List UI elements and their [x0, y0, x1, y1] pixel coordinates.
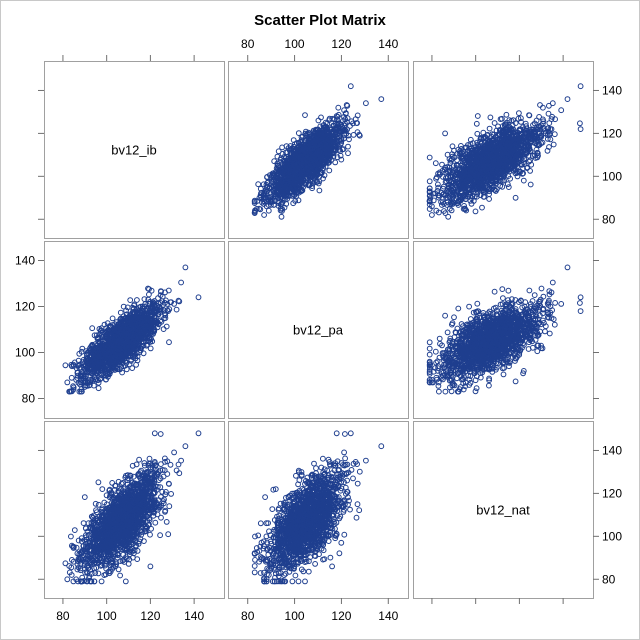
data-point: [89, 325, 96, 332]
panel-frame-bv12_ib-bv12_pa: [228, 61, 409, 239]
data-point: [326, 167, 333, 174]
data-point: [546, 120, 553, 126]
data-point: [265, 207, 272, 214]
data-point: [290, 137, 297, 144]
data-point: [345, 150, 351, 157]
data-point: [62, 362, 69, 369]
data-point: [346, 136, 352, 143]
data-point: [257, 185, 264, 192]
data-point: [486, 125, 493, 132]
data-point: [426, 154, 433, 161]
chart-title: Scatter Plot Matrix: [254, 12, 386, 29]
data-point: [486, 196, 493, 202]
data-point: [479, 204, 485, 211]
data-point: [264, 174, 271, 180]
data-point: [520, 177, 527, 184]
data-point: [546, 102, 552, 109]
data-point: [435, 184, 442, 191]
data-point: [345, 143, 351, 150]
data-point: [335, 104, 342, 111]
data-point: [173, 306, 180, 313]
data-point: [558, 107, 565, 114]
data-point: [255, 181, 262, 188]
data-point: [316, 187, 323, 194]
data-point: [134, 297, 140, 303]
data-point: [302, 112, 308, 118]
data-point: [95, 385, 102, 392]
data-point: [315, 117, 322, 124]
data-point: [261, 212, 268, 218]
data-point: [545, 110, 552, 117]
data-point: [160, 326, 167, 333]
data-point: [363, 100, 369, 107]
data-point: [305, 182, 312, 189]
data-point: [503, 111, 510, 118]
data-point: [449, 143, 456, 150]
data-point: [178, 279, 185, 286]
data-point: [527, 168, 533, 174]
data-point: [268, 202, 274, 208]
data-point: [537, 102, 543, 108]
data-point: [344, 102, 351, 109]
data-point: [473, 120, 480, 127]
data-point: [505, 184, 512, 191]
data-point: [378, 96, 385, 102]
data-point: [251, 197, 258, 204]
panel-frame-bv12_ib-bv12_ib: [44, 61, 225, 239]
data-point: [442, 130, 449, 137]
data-point: [295, 197, 302, 204]
data-point: [279, 144, 286, 151]
data-point: [347, 83, 354, 90]
variable-label-bv12_ib: bv12_ib: [111, 143, 157, 158]
data-point: [536, 114, 542, 120]
data-point: [277, 207, 284, 214]
data-point: [79, 345, 86, 352]
data-point: [439, 161, 445, 168]
data-point: [487, 114, 494, 121]
data-point: [550, 141, 557, 148]
data-point: [163, 323, 170, 330]
data-point: [429, 212, 435, 218]
data-point: [109, 315, 116, 322]
data-point: [432, 160, 439, 167]
data-point: [577, 120, 583, 127]
data-point: [577, 126, 584, 133]
data-point: [318, 114, 324, 121]
data-point: [551, 131, 558, 138]
data-point: [474, 130, 481, 137]
data-point: [540, 104, 546, 111]
data-point: [474, 113, 481, 119]
data-point: [516, 110, 522, 116]
data-point: [426, 178, 433, 185]
data-point: [341, 107, 348, 114]
data-point: [564, 96, 571, 102]
data-point: [527, 181, 534, 188]
data-point: [332, 159, 339, 166]
data-point: [577, 83, 584, 90]
data-point: [472, 208, 479, 215]
data-point: [278, 213, 285, 220]
data-point: [512, 194, 519, 201]
